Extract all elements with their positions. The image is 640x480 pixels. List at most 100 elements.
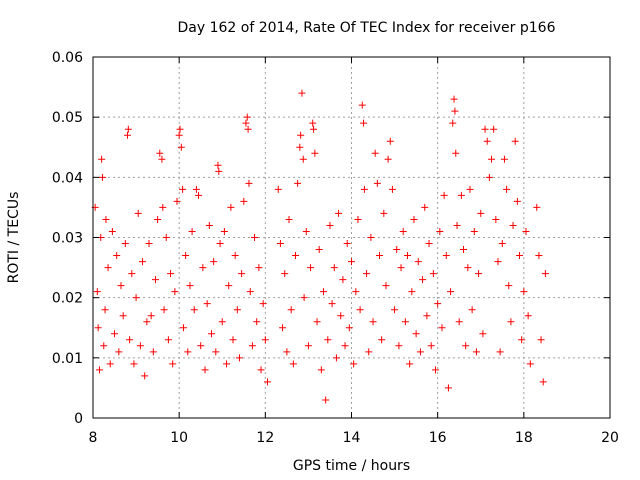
data-point [245, 179, 253, 187]
data-point [177, 143, 185, 151]
data-point [139, 258, 147, 266]
data-point [134, 209, 142, 217]
y-tick-label: 0.02 [52, 291, 83, 307]
data-point [151, 276, 159, 284]
y-tick-label: 0.03 [52, 231, 83, 247]
data-point [444, 384, 452, 392]
data-point [176, 125, 184, 133]
data-point [126, 336, 134, 344]
data-point [496, 348, 504, 356]
data-point [404, 252, 412, 260]
data-point [335, 209, 343, 217]
data-point [419, 276, 427, 284]
data-point [518, 336, 526, 344]
y-tick-label: 0.01 [52, 351, 83, 367]
data-point [416, 348, 424, 356]
data-point [410, 215, 418, 223]
y-axis-label: ROTI / TECUs [6, 192, 22, 284]
data-point [104, 264, 112, 272]
data-point [376, 252, 384, 260]
data-point [307, 264, 315, 272]
data-point [243, 113, 251, 121]
data-point [537, 336, 545, 344]
data-point [136, 342, 144, 350]
y-tick-label: 0.05 [52, 110, 83, 126]
data-point [149, 348, 157, 356]
data-point [216, 240, 224, 248]
data-point [468, 306, 476, 314]
data-point [173, 197, 181, 205]
data-point [259, 300, 267, 308]
data-point [479, 330, 487, 338]
data-point [233, 306, 241, 314]
data-point [297, 131, 305, 139]
data-point [371, 149, 379, 157]
data-point [477, 209, 485, 217]
data-point [360, 185, 368, 193]
data-point [171, 288, 179, 296]
data-point [475, 270, 483, 278]
data-point [192, 185, 200, 193]
data-point [201, 366, 209, 374]
data-point [242, 119, 250, 127]
data-point [423, 312, 431, 320]
data-point [352, 288, 360, 296]
data-point [451, 107, 459, 115]
data-point [145, 240, 153, 248]
data-point [450, 95, 458, 103]
data-point [408, 288, 416, 296]
x-axis-label: GPS time / hours [293, 458, 410, 474]
data-point [100, 342, 108, 350]
data-point [425, 240, 433, 248]
data-point [449, 119, 457, 127]
data-point [360, 119, 368, 127]
data-point [438, 324, 446, 332]
data-points [91, 89, 549, 404]
data-point [124, 125, 132, 133]
data-point [98, 173, 106, 181]
data-point [229, 336, 237, 344]
data-point [101, 306, 109, 314]
data-point [485, 173, 493, 181]
data-point [128, 270, 136, 278]
x-tick-label: 18 [515, 430, 533, 446]
data-point [261, 336, 269, 344]
data-point [299, 155, 307, 163]
data-point [522, 227, 530, 235]
data-point [345, 324, 353, 332]
x-tick-label: 8 [89, 430, 98, 446]
data-point [367, 234, 375, 241]
data-point [457, 191, 465, 199]
data-point [108, 227, 116, 235]
chart-title: Day 162 of 2014, Rate Of TEC Index for r… [178, 20, 556, 36]
data-point [143, 318, 151, 326]
data-point [524, 312, 532, 320]
data-point [447, 288, 455, 296]
data-point [432, 366, 440, 374]
data-point [470, 227, 478, 235]
data-point [251, 234, 259, 241]
data-point [472, 348, 480, 356]
data-point [300, 294, 308, 302]
data-point [218, 318, 226, 326]
data-point [287, 306, 295, 314]
data-point [179, 185, 187, 193]
data-point [386, 137, 394, 145]
x-tick-label: 14 [343, 430, 361, 446]
data-point [326, 221, 334, 229]
data-point [257, 366, 265, 374]
data-point [289, 360, 297, 368]
data-point [466, 185, 474, 193]
data-point [511, 137, 519, 145]
data-point [225, 282, 233, 290]
data-point [238, 270, 246, 278]
data-point [393, 246, 401, 254]
data-point [322, 396, 330, 404]
data-point [184, 348, 192, 356]
data-point [505, 282, 513, 290]
data-point [494, 258, 502, 266]
data-point [453, 221, 461, 229]
data-point [533, 203, 541, 211]
